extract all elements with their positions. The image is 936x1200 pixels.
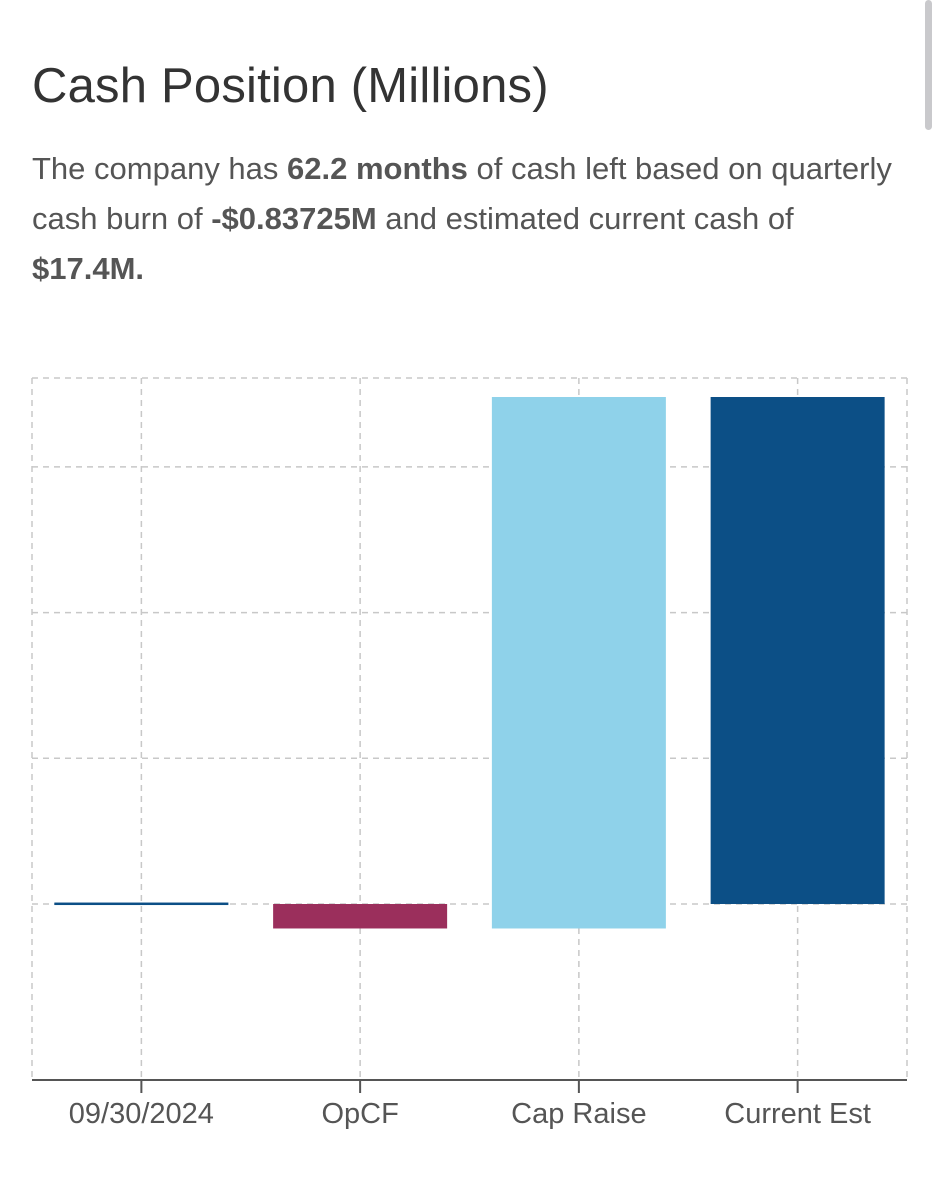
current-cash-value: $17.4M. — [32, 251, 145, 286]
bar-opcf — [273, 904, 448, 929]
bar-cap-raise — [491, 397, 666, 929]
summary-text-3: and estimated current cash of — [376, 201, 794, 236]
cash-burn-value: -$0.83725M — [211, 201, 377, 236]
bar-09-30-2024 — [54, 902, 229, 906]
bar-current-est — [710, 397, 885, 904]
x-tick-label: 09/30/2024 — [69, 1098, 214, 1130]
cash-summary: The company has 62.2 months of cash left… — [32, 144, 902, 294]
scrollbar[interactable] — [925, 0, 932, 130]
x-tick-label: Cap Raise — [511, 1098, 646, 1130]
months-left-value: 62.2 months — [287, 151, 468, 186]
chart-title: Cash Position (Millions) — [32, 59, 549, 113]
x-tick-label: OpCF — [321, 1098, 398, 1130]
x-tick-label: Current Est — [724, 1098, 871, 1130]
summary-text-1: The company has — [32, 151, 288, 186]
summary-text-2: of cash left based on quarterly cash bur… — [32, 151, 892, 236]
